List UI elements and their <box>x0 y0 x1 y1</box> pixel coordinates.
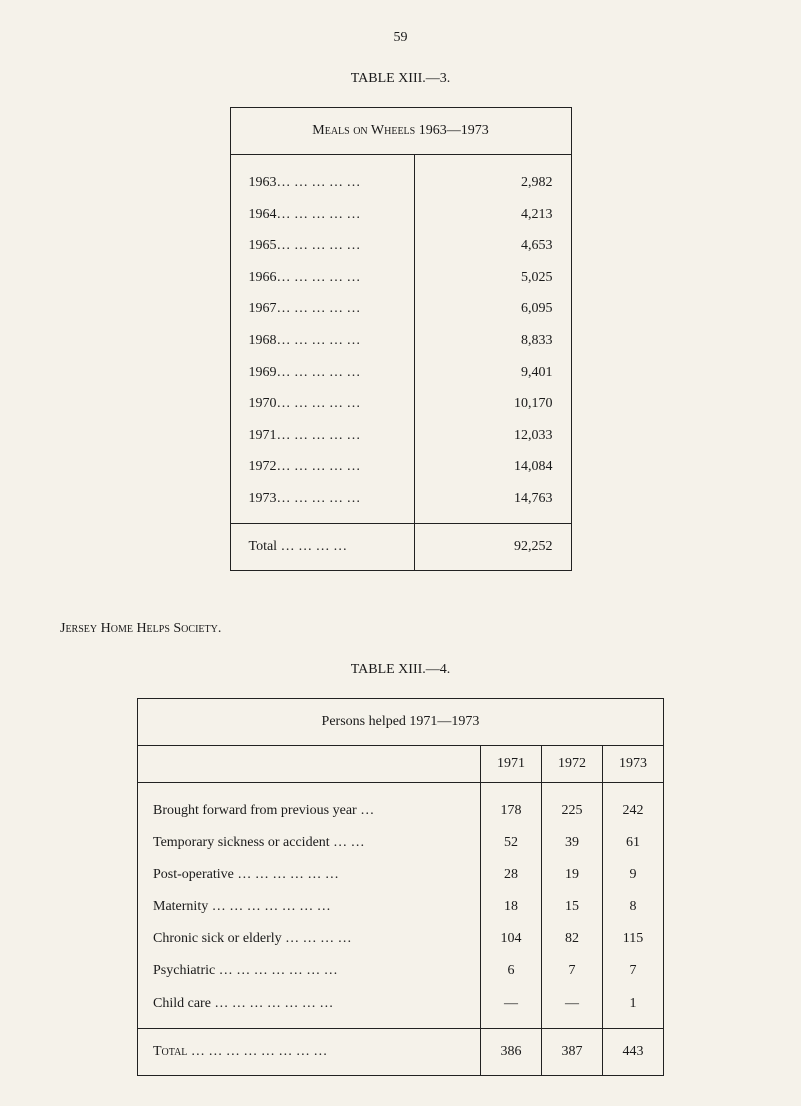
table1-year: 1971… … … … … <box>249 420 396 452</box>
table1-year: 1966… … … … … <box>249 262 396 294</box>
table1-years-column: 1963… … … … … 1964… … … … … 1965… … … … … <box>231 155 415 523</box>
table1-year: 1964… … … … … <box>249 199 396 231</box>
table1-value: 4,213 <box>433 199 553 231</box>
table1-year: 1965… … … … … <box>249 230 396 262</box>
table1-value: 14,084 <box>433 451 553 483</box>
table1: Meals on Wheels 1963—1973 1963… … … … … … <box>230 107 572 571</box>
table1-value: 10,170 <box>433 388 553 420</box>
table2-cell: 178 <box>481 795 541 827</box>
table2-cell: 7 <box>603 955 663 987</box>
table2-cell: 15 <box>542 891 602 923</box>
table2-total-row: Total … … … … … … … … 386 387 443 <box>138 1029 663 1075</box>
table2-col-1972: 225 39 19 15 82 7 — <box>542 783 603 1028</box>
table2: Persons helped 1971—1973 1971 1972 1973 … <box>137 698 664 1076</box>
table2-total-cell: 386 <box>481 1029 542 1075</box>
table2-cell: 115 <box>603 923 663 955</box>
table2-wrapper: Persons helped 1971—1973 1971 1972 1973 … <box>60 698 741 1076</box>
table1-year: 1970… … … … … <box>249 388 396 420</box>
table1-value: 4,653 <box>433 230 553 262</box>
table1-wrapper: Meals on Wheels 1963—1973 1963… … … … … … <box>60 107 741 571</box>
table2-cell: 7 <box>542 955 602 987</box>
table2-row-label: Chronic sick or elderly … … … … <box>153 923 465 955</box>
table2-total-cell: 387 <box>542 1029 603 1075</box>
table2-header-row: 1971 1972 1973 <box>138 746 663 783</box>
document-page: 59 TABLE XIII.—3. Meals on Wheels 1963—1… <box>0 0 801 1106</box>
table2-cell: 225 <box>542 795 602 827</box>
table2-cell: 19 <box>542 859 602 891</box>
table2-cell: 52 <box>481 827 541 859</box>
table2-cell: — <box>542 988 602 1020</box>
table2-cell: 82 <box>542 923 602 955</box>
table1-value: 14,763 <box>433 483 553 515</box>
table1-header: Meals on Wheels 1963—1973 <box>231 108 571 155</box>
table1-year: 1968… … … … … <box>249 325 396 357</box>
table2-row-label: Brought forward from previous year … <box>153 795 465 827</box>
table2-cell: 8 <box>603 891 663 923</box>
table2-cell: — <box>481 988 541 1020</box>
table1-total-label: Total … … … … <box>231 523 415 570</box>
section-label: Jersey Home Helps Society. <box>60 621 741 637</box>
table2-year-header: 1971 <box>481 746 542 782</box>
table2-body: Brought forward from previous year … Tem… <box>138 783 663 1029</box>
table1-value: 12,033 <box>433 420 553 452</box>
table2-total-label: Total … … … … … … … … <box>138 1029 481 1075</box>
table2-row-label: Child care … … … … … … … <box>153 988 465 1020</box>
table2-cell: 28 <box>481 859 541 891</box>
page-number: 59 <box>60 30 741 46</box>
table2-cell: 39 <box>542 827 602 859</box>
table2-row-label: Temporary sickness or accident … … <box>153 827 465 859</box>
table2-header: Persons helped 1971—1973 <box>138 699 663 746</box>
table1-total-value: 92,252 <box>415 523 571 570</box>
table1-values-column: 2,982 4,213 4,653 5,025 6,095 8,833 9,40… <box>415 155 571 523</box>
table1-total-row: Total … … … … 92,252 <box>231 523 571 570</box>
table1-value: 9,401 <box>433 357 553 389</box>
table2-cell: 61 <box>603 827 663 859</box>
table1-year: 1963… … … … … <box>249 167 396 199</box>
table1-value: 6,095 <box>433 293 553 325</box>
table2-col-1973: 242 61 9 8 115 7 1 <box>603 783 663 1028</box>
table2-year-header: 1972 <box>542 746 603 782</box>
table2-cell: 242 <box>603 795 663 827</box>
table2-total-cell: 443 <box>603 1029 663 1075</box>
table2-row-label: Psychiatric … … … … … … … <box>153 955 465 987</box>
table1-value: 5,025 <box>433 262 553 294</box>
table1-value: 8,833 <box>433 325 553 357</box>
table2-title: TABLE XIII.—4. <box>60 662 741 678</box>
table2-row-label: Post-operative … … … … … … <box>153 859 465 891</box>
table2-cell: 1 <box>603 988 663 1020</box>
table2-row-label: Maternity … … … … … … … <box>153 891 465 923</box>
table2-cell: 104 <box>481 923 541 955</box>
table1-year: 1972… … … … … <box>249 451 396 483</box>
table1-year: 1973… … … … … <box>249 483 396 515</box>
table1-body: 1963… … … … … 1964… … … … … 1965… … … … … <box>231 155 571 523</box>
table2-cell: 18 <box>481 891 541 923</box>
table1-value: 2,982 <box>433 167 553 199</box>
table1-year: 1967… … … … … <box>249 293 396 325</box>
table2-year-header: 1973 <box>603 746 663 782</box>
table1-year: 1969… … … … … <box>249 357 396 389</box>
table2-labels-column: Brought forward from previous year … Tem… <box>138 783 481 1028</box>
table2-cell: 9 <box>603 859 663 891</box>
table1-title: TABLE XIII.—3. <box>60 71 741 87</box>
table2-header-spacer <box>138 746 481 782</box>
table2-cell: 6 <box>481 955 541 987</box>
table2-col-1971: 178 52 28 18 104 6 — <box>481 783 542 1028</box>
